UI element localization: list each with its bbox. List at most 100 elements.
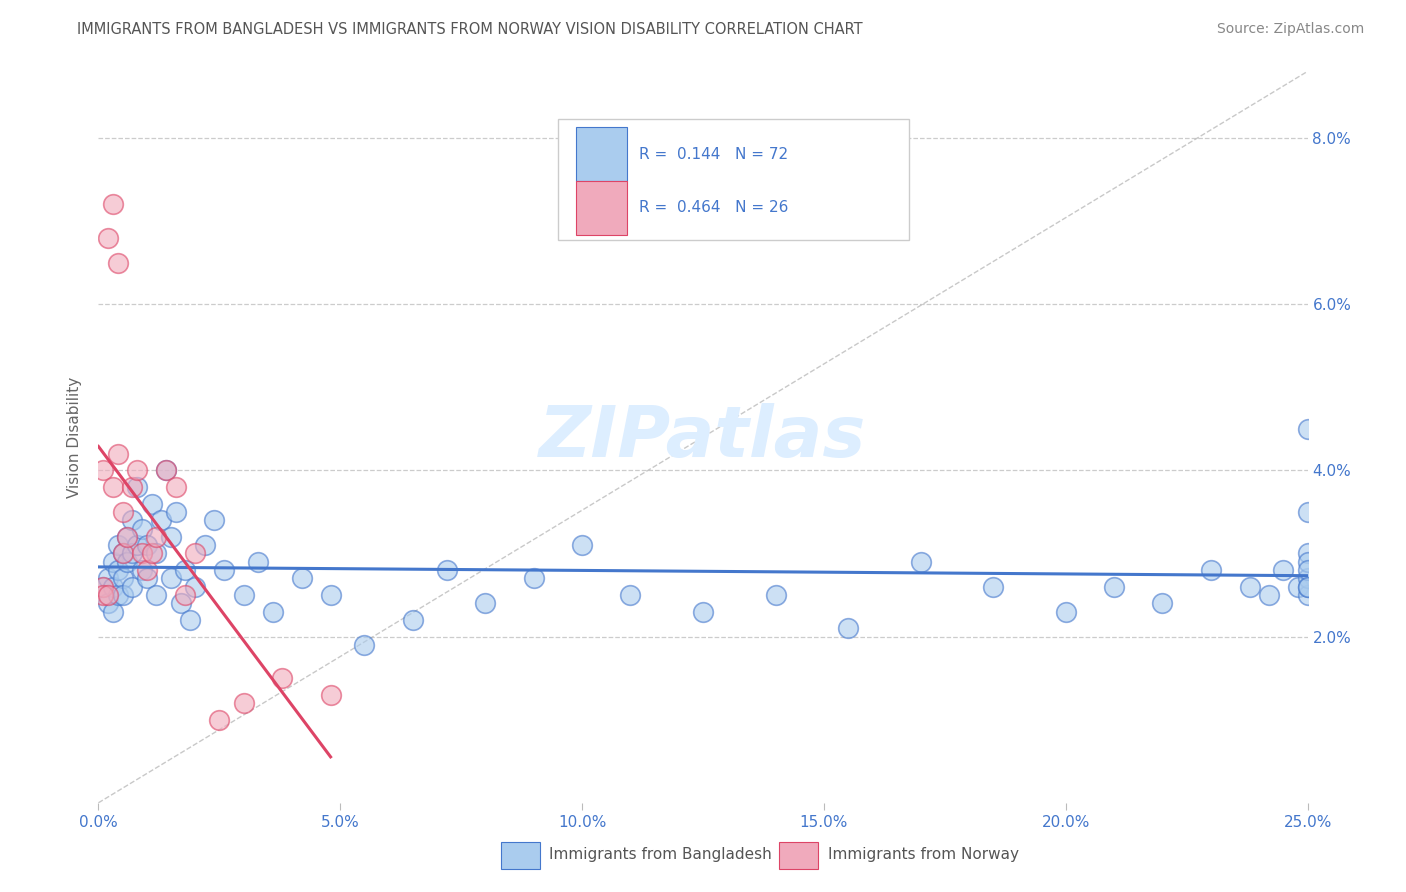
Point	[232, 588, 254, 602]
Point	[353, 638, 375, 652]
Point	[1296, 555, 1319, 569]
Point	[571, 538, 593, 552]
Point	[1102, 580, 1125, 594]
Point	[179, 613, 201, 627]
Point	[131, 546, 153, 560]
Point	[436, 563, 458, 577]
Point	[1296, 588, 1319, 602]
Point	[111, 546, 134, 560]
Point	[1272, 563, 1295, 577]
Point	[1296, 563, 1319, 577]
Point	[91, 580, 114, 594]
Point	[208, 713, 231, 727]
Point	[1296, 505, 1319, 519]
Point	[232, 696, 254, 710]
Point	[101, 580, 124, 594]
Point	[150, 513, 173, 527]
Point	[160, 530, 183, 544]
Point	[1296, 580, 1319, 594]
Point	[1296, 580, 1319, 594]
Point	[981, 580, 1004, 594]
Point	[107, 563, 129, 577]
Point	[101, 480, 124, 494]
Point	[204, 513, 226, 527]
Point	[111, 546, 134, 560]
Point	[111, 505, 134, 519]
Point	[107, 588, 129, 602]
Point	[131, 563, 153, 577]
Text: IMMIGRANTS FROM BANGLADESH VS IMMIGRANTS FROM NORWAY VISION DISABILITY CORRELATI: IMMIGRANTS FROM BANGLADESH VS IMMIGRANTS…	[77, 22, 863, 37]
Point	[174, 563, 197, 577]
Point	[1286, 580, 1309, 594]
Point	[97, 571, 120, 585]
Point	[169, 596, 191, 610]
Point	[101, 555, 124, 569]
Point	[121, 513, 143, 527]
Point	[101, 197, 124, 211]
Point	[97, 596, 120, 610]
Point	[91, 588, 114, 602]
Text: ZIPatlas: ZIPatlas	[540, 402, 866, 472]
Point	[692, 605, 714, 619]
Point	[474, 596, 496, 610]
Point	[910, 555, 932, 569]
Point	[107, 255, 129, 269]
FancyBboxPatch shape	[576, 128, 627, 181]
Point	[619, 588, 641, 602]
Point	[165, 505, 187, 519]
Point	[131, 521, 153, 535]
FancyBboxPatch shape	[558, 119, 908, 240]
Point	[319, 688, 342, 702]
Point	[765, 588, 787, 602]
Point	[402, 613, 425, 627]
Point	[1199, 563, 1222, 577]
Point	[141, 546, 163, 560]
Text: Source: ZipAtlas.com: Source: ZipAtlas.com	[1216, 22, 1364, 37]
Point	[91, 580, 114, 594]
Point	[121, 480, 143, 494]
Point	[135, 563, 157, 577]
Point	[121, 546, 143, 560]
Text: R =  0.144   N = 72: R = 0.144 N = 72	[638, 147, 787, 161]
Point	[194, 538, 217, 552]
Point	[155, 463, 177, 477]
Point	[1054, 605, 1077, 619]
Point	[1296, 422, 1319, 436]
Point	[271, 671, 294, 685]
Point	[135, 538, 157, 552]
Point	[184, 580, 207, 594]
Point	[141, 497, 163, 511]
Point	[107, 538, 129, 552]
Point	[97, 230, 120, 244]
Point	[247, 555, 270, 569]
Point	[174, 588, 197, 602]
Point	[212, 563, 235, 577]
Point	[111, 588, 134, 602]
Point	[1296, 571, 1319, 585]
Point	[1152, 596, 1174, 610]
Text: R =  0.464   N = 26: R = 0.464 N = 26	[638, 200, 789, 215]
Text: Immigrants from Bangladesh: Immigrants from Bangladesh	[550, 847, 772, 862]
Point	[135, 571, 157, 585]
Point	[837, 621, 859, 635]
Point	[117, 555, 139, 569]
Point	[165, 480, 187, 494]
Point	[319, 588, 342, 602]
Point	[91, 463, 114, 477]
Point	[111, 571, 134, 585]
Point	[145, 530, 167, 544]
Point	[127, 538, 149, 552]
Point	[107, 447, 129, 461]
Point	[290, 571, 312, 585]
FancyBboxPatch shape	[779, 842, 818, 869]
Point	[523, 571, 546, 585]
Point	[117, 530, 139, 544]
FancyBboxPatch shape	[501, 842, 540, 869]
Point	[97, 588, 120, 602]
Point	[1257, 588, 1279, 602]
Y-axis label: Vision Disability: Vision Disability	[67, 376, 83, 498]
Point	[145, 588, 167, 602]
Point	[127, 480, 149, 494]
FancyBboxPatch shape	[576, 180, 627, 235]
Point	[101, 605, 124, 619]
